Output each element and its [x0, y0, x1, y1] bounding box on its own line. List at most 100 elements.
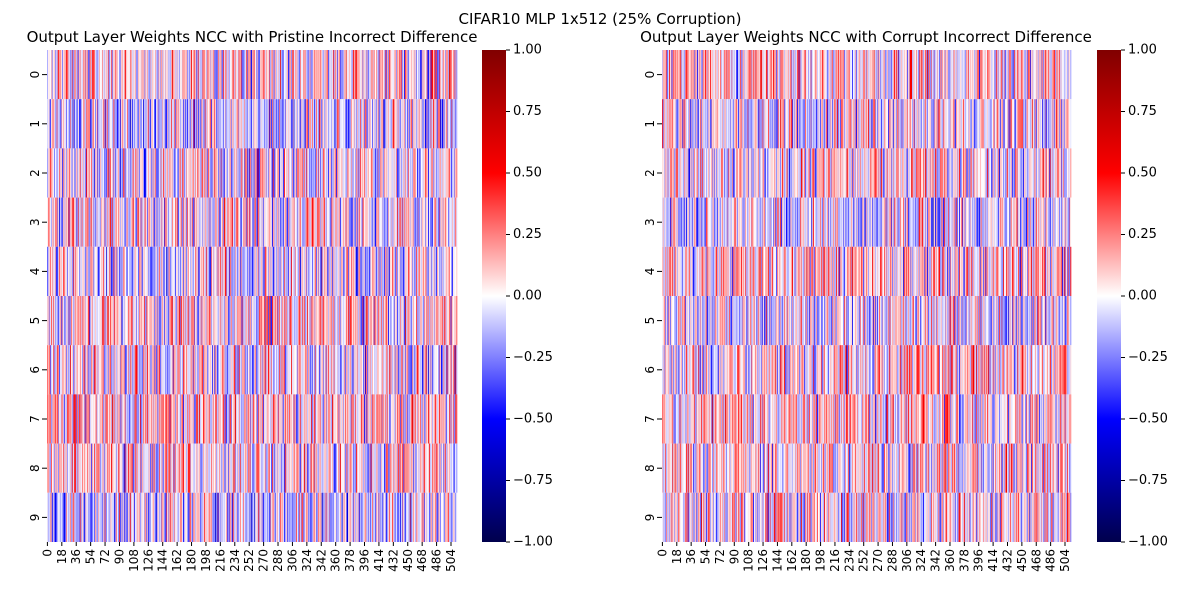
heatmap-cell [200, 345, 202, 395]
heatmap-cell [250, 197, 252, 247]
heatmap-cell [62, 197, 64, 247]
heatmap-cell [67, 345, 69, 395]
heatmap-cell [356, 296, 359, 346]
heatmap-cell [124, 296, 126, 346]
heatmap-cell [230, 197, 232, 247]
heatmap-cell [181, 246, 183, 296]
heatmap-cell [106, 296, 108, 346]
heatmap-cell [448, 246, 451, 296]
heatmap-cell [385, 246, 387, 296]
heatmap-cell [188, 394, 190, 444]
heatmap-cell [287, 394, 289, 444]
heatmap-cell [345, 492, 347, 542]
heatmap-cell [428, 99, 430, 149]
heatmap-cell [366, 345, 368, 395]
heatmap-cell [122, 492, 124, 542]
heatmap-cell [362, 148, 364, 198]
heatmap-cell [432, 50, 435, 100]
heatmap-cell [139, 394, 142, 444]
heatmap-cell [195, 345, 198, 395]
heatmap-cell [235, 148, 238, 198]
heatmap-cell [393, 345, 395, 395]
heatmap-cell [375, 99, 377, 149]
heatmap-cell [273, 148, 275, 198]
heatmap-cell [81, 296, 83, 346]
heatmap-cell [218, 492, 220, 542]
heatmap-cell [223, 394, 226, 444]
heatmap-cell [441, 99, 443, 149]
heatmap-cell [403, 246, 405, 296]
heatmap-cell [278, 492, 280, 542]
heatmap-cell [229, 197, 231, 247]
heatmap-cell [187, 443, 190, 493]
heatmap-cell [275, 99, 277, 149]
heatmap-cell [280, 246, 282, 296]
heatmap-cell [211, 345, 214, 395]
heatmap-cell [131, 492, 133, 542]
heatmap-cell [157, 50, 159, 100]
heatmap-cell [151, 394, 154, 444]
heatmap-cell [295, 492, 297, 542]
heatmap-cell [276, 394, 278, 444]
heatmap-cell [126, 148, 128, 198]
heatmap-cell [426, 246, 428, 296]
heatmap-cell [167, 148, 170, 198]
heatmap-cell [59, 345, 61, 395]
heatmap-cell [321, 394, 323, 444]
heatmap-cell [260, 443, 262, 493]
heatmap-cell [392, 345, 395, 395]
heatmap-cell [77, 50, 79, 100]
heatmap-cell [382, 394, 384, 444]
heatmap-cell [115, 50, 117, 100]
heatmap-cell [185, 345, 187, 395]
heatmap-cell [160, 197, 162, 247]
heatmap-cell [316, 394, 319, 444]
heatmap-cell [323, 443, 325, 493]
heatmap-cell [105, 492, 107, 542]
heatmap-cell [326, 443, 328, 493]
heatmap-cell [55, 148, 57, 198]
heatmap-cell [191, 99, 193, 149]
heatmap-cell [247, 394, 250, 444]
heatmap-cell [85, 394, 87, 444]
heatmap-cell [314, 492, 316, 542]
heatmap-cell [306, 443, 308, 493]
heatmap-cell [433, 50, 435, 100]
heatmap-cell [107, 443, 110, 493]
heatmap-cell [247, 443, 249, 493]
heatmap-cell [250, 50, 252, 100]
heatmap-cell [131, 296, 134, 346]
heatmap-cell [438, 148, 440, 198]
heatmap-cell [383, 148, 385, 198]
heatmap-cell [345, 443, 347, 493]
heatmap-cell [85, 197, 87, 247]
heatmap-cell [327, 345, 329, 395]
heatmap-cell [296, 443, 298, 493]
heatmap-cell [349, 492, 351, 542]
heatmap-cell [167, 345, 169, 395]
heatmap-cell [414, 148, 416, 198]
heatmap-cell [378, 246, 380, 296]
heatmap-cell [169, 296, 171, 346]
heatmap-cell [195, 394, 197, 444]
heatmap-cell [144, 50, 146, 100]
heatmap-cell [350, 148, 352, 198]
heatmap-cell [170, 394, 172, 444]
heatmap-cell [178, 443, 180, 493]
heatmap-cell [388, 99, 391, 149]
heatmap-cell [144, 148, 146, 198]
heatmap-cell [173, 50, 175, 100]
heatmap-cell [155, 246, 157, 296]
heatmap-cell [161, 99, 163, 149]
heatmap-cell [414, 394, 416, 444]
heatmap-cell [433, 443, 435, 493]
heatmap-cell [324, 148, 327, 198]
heatmap-cell [251, 148, 253, 198]
heatmap-cell [294, 50, 296, 100]
heatmap-cell [303, 443, 305, 493]
heatmap-cell [401, 394, 403, 444]
heatmap-cell [163, 394, 166, 444]
heatmap-cell [348, 197, 351, 247]
heatmap-cell [313, 148, 315, 198]
heatmap-cell [213, 443, 215, 493]
